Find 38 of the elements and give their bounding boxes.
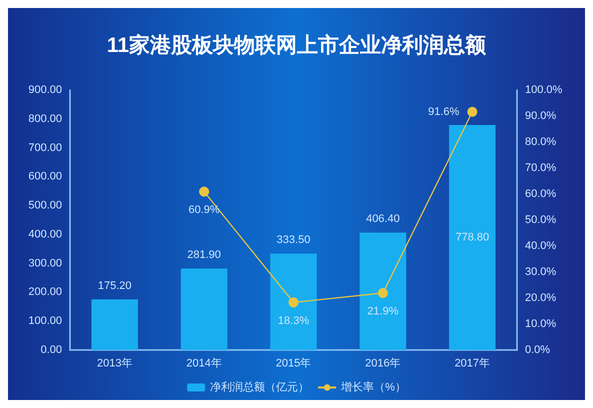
x-tick-label: 2017年	[454, 358, 490, 370]
y-tick-label: 900.00	[28, 84, 62, 96]
y2-tick-label: 30.0%	[525, 266, 556, 278]
y2-tick-label: 100.0%	[525, 84, 563, 96]
y-tick-label: 300.00	[28, 257, 62, 270]
y2-tick-label: 10.0%	[525, 318, 556, 330]
y2-tick-label: 60.0%	[525, 188, 556, 200]
y2-tick-label: 70.0%	[525, 162, 556, 174]
data-label: 406.40	[366, 213, 400, 226]
data-label: 778.80	[455, 232, 490, 244]
y-tick-label: 700.00	[28, 142, 62, 154]
data-label: 333.50	[276, 234, 310, 246]
x-tick-label: 2014年	[186, 358, 222, 370]
y-tick-label: 600.00	[28, 170, 62, 183]
y2-tick-label: 0.0%	[525, 344, 550, 356]
x-tick-label: 2016年	[365, 358, 401, 370]
y-tick-label: 500.00	[28, 200, 62, 212]
data-label: 18.3%	[278, 314, 310, 327]
y2-tick-label: 40.0%	[525, 240, 556, 252]
y2-tick-label: 90.0%	[525, 110, 556, 122]
y2-tick-label: 20.0%	[525, 292, 556, 304]
legend-label: 净利润总额（亿元）	[210, 380, 310, 394]
y2-tick-label: 80.0%	[525, 136, 556, 148]
chart-title: 11家港股板块物联网上市企业净利润总额	[106, 33, 488, 57]
data-label: 175.20	[98, 280, 132, 292]
y2-tick-label: 50.0%	[525, 214, 556, 226]
data-label: 60.9%	[188, 204, 220, 216]
x-tick-label: 2015年	[276, 358, 312, 370]
legend-label: 增长率（%）	[340, 380, 406, 394]
y-tick-label: 0.00	[40, 344, 62, 356]
y-tick-label: 400.00	[28, 228, 62, 240]
y-tick-label: 200.00	[28, 286, 62, 298]
data-label: 91.6%	[428, 106, 460, 118]
data-label: 281.90	[187, 249, 221, 262]
y-tick-label: 100.00	[28, 315, 62, 328]
x-tick-label: 2013年	[96, 358, 132, 370]
y-tick-label: 800.00	[28, 112, 62, 125]
data-label: 21.9%	[367, 306, 399, 318]
